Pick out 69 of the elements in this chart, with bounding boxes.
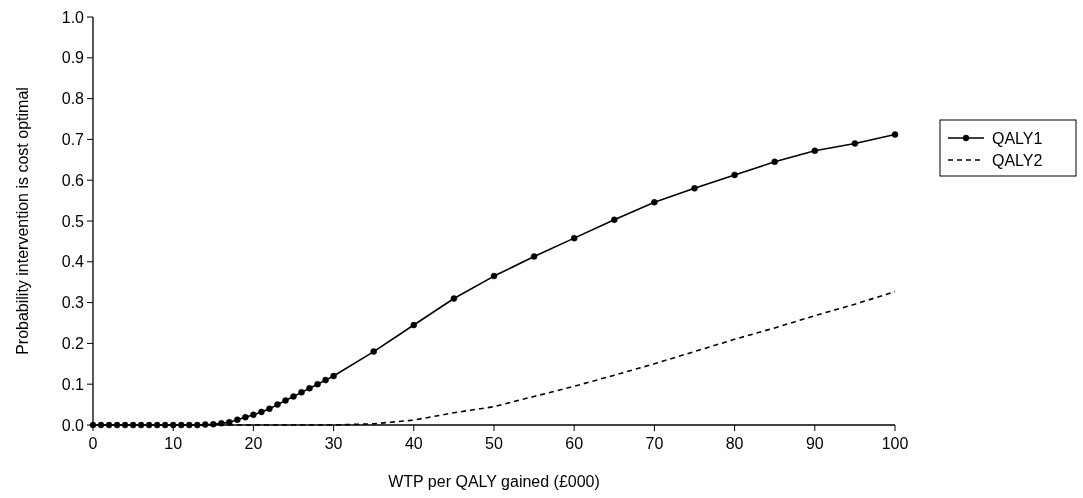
x-tick-label: 20 [244,435,263,452]
point [185,421,193,429]
point [129,421,137,429]
point [202,421,209,428]
point [450,295,458,302]
point [177,421,185,429]
point [218,420,225,427]
point [306,385,313,392]
x-tick-label: 30 [324,435,343,452]
y-axis-title: Probability intervention is cost optimal [14,87,31,355]
y-tick-label: 0.4 [61,253,85,271]
point [266,405,273,412]
x-tick-label: 90 [805,435,824,452]
x-tick-label: 0 [88,435,98,452]
point [121,421,129,429]
point [290,393,297,400]
point [891,131,899,138]
y-tick-label: 0.9 [61,49,85,67]
y-tick-label: 0.2 [61,335,85,352]
y-tick-label: 0.8 [61,90,85,108]
point [274,401,281,408]
point [530,253,538,260]
legend-label: QALY1 [992,129,1043,147]
point [298,389,305,396]
point [194,421,201,429]
point [97,421,105,429]
point [330,372,337,380]
y-tick-label: 0.5 [61,212,85,230]
legend-label: QALY2 [992,151,1043,169]
point [226,418,233,426]
point [811,147,819,155]
x-tick-label: 100 [881,435,909,452]
point [322,376,329,384]
y-tick-label: 0.7 [61,131,85,148]
x-tick-label: 50 [485,435,503,452]
point [137,421,145,429]
point [410,321,418,329]
point [851,140,859,147]
point [314,380,321,388]
y-tick-label: 0.6 [61,171,85,189]
point [258,408,265,416]
point [370,348,377,355]
point [570,234,578,242]
x-tick-label: 80 [725,435,744,452]
y-tick-label: 0.1 [61,375,85,393]
point [105,421,113,429]
point [210,420,217,428]
point [153,421,161,429]
point [611,216,618,224]
point [145,421,153,429]
point [731,171,738,179]
point [242,414,249,421]
x-axis-title: WTP per QALY gained (£000) [388,473,600,490]
point [691,185,698,192]
point [651,198,658,206]
y-tick-label: 0.0 [61,416,85,434]
point [282,397,289,404]
y-tick-label: 0.3 [61,294,85,312]
point [234,416,241,423]
x-tick-label: 40 [404,435,423,452]
point [771,158,778,166]
point [250,411,257,419]
point [161,421,169,429]
y-tick-label: 1.0 [61,8,85,26]
point [113,421,121,429]
x-tick-label: 10 [164,435,183,452]
x-tick-label: 60 [565,435,584,452]
point [490,272,498,280]
x-tick-label: 70 [645,435,664,452]
